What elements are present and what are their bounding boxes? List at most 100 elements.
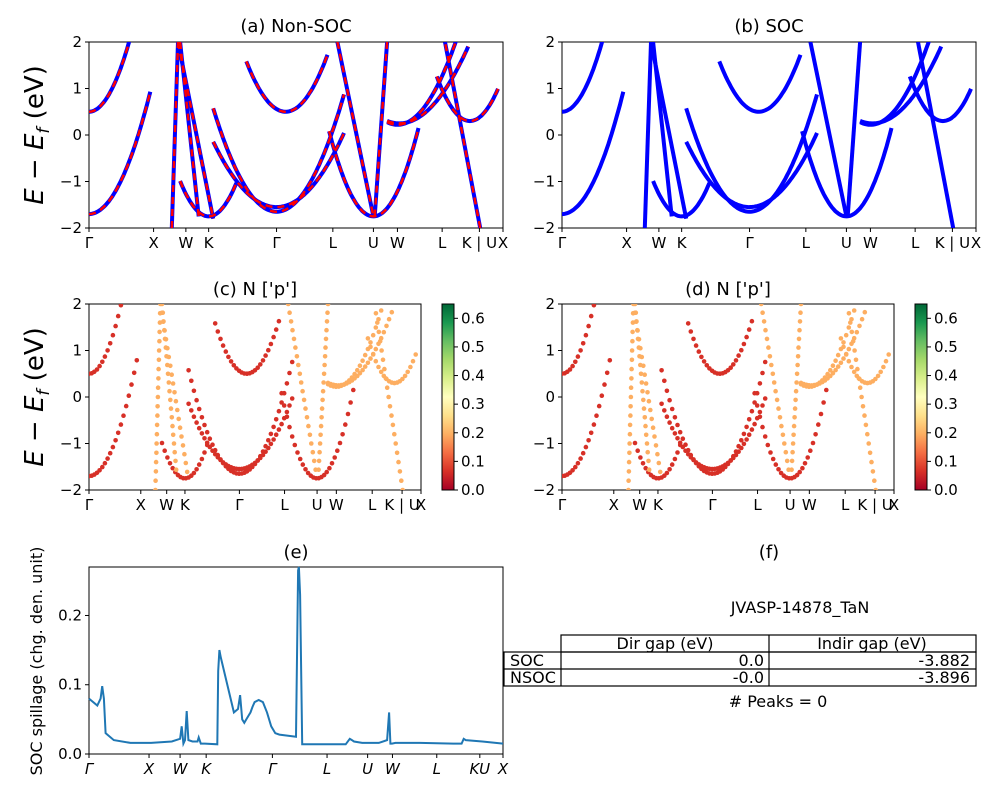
panel-c-point: [110, 444, 116, 450]
panel-c-point: [134, 358, 140, 363]
panel-d-point: [659, 401, 664, 407]
panel-d-point: [746, 417, 752, 422]
panel-d-point: [793, 388, 799, 394]
panel-c-xtick-label: K | U: [384, 496, 419, 514]
panel-c-point: [202, 436, 207, 441]
panel-e-ytick-label: 0.2: [58, 606, 82, 624]
panel-b-ytick-label: 0: [545, 126, 555, 144]
panel-c-point: [157, 338, 162, 344]
panel-c-point: [318, 432, 323, 438]
panel-e-ytick-label: 0.1: [58, 676, 82, 694]
panel-d-point: [685, 451, 691, 457]
panel-b-xtick-label: X: [971, 234, 981, 252]
panel-d-point: [586, 438, 591, 443]
panel-c-point: [172, 449, 177, 455]
panel-d-point: [626, 459, 632, 465]
panel-d-point: [752, 400, 757, 405]
panel-b-xtick-label: Γ: [558, 234, 567, 252]
panel-d-point: [736, 449, 741, 455]
panel-a-band: [178, 42, 200, 217]
panel-c-point: [121, 291, 126, 296]
panel-a-band: [244, 54, 330, 114]
panel-c-point: [131, 370, 137, 376]
panel-d-point: [873, 376, 878, 382]
panel-d-point: [733, 358, 739, 363]
panel-c-point: [97, 468, 102, 473]
panel-a-band: [373, 42, 389, 217]
panel-d-point: [849, 364, 854, 370]
colorbar-tick-label: 0.1: [461, 452, 485, 470]
panel-d-point: [789, 458, 795, 464]
panel-d-point: [796, 336, 802, 342]
panel-c-point: [321, 380, 326, 385]
panel-d-point: [862, 309, 868, 315]
panel-c-point: [155, 394, 161, 400]
panel-d-point: [685, 321, 691, 326]
panel-d-point: [873, 487, 878, 490]
panel-c-point: [113, 438, 118, 443]
panel-d-point: [591, 304, 597, 308]
panel-c-point: [189, 408, 194, 413]
panel-c-point: [184, 469, 190, 475]
panel-d-point: [857, 323, 862, 329]
panel-c-point: [173, 467, 179, 473]
panel-c-point: [309, 441, 314, 446]
panel-c-point: [392, 431, 397, 437]
panel-c-point: [368, 344, 373, 350]
panel-b-xtick-label: U: [841, 234, 852, 252]
panel-c-point: [362, 364, 368, 369]
panel-d-point: [607, 358, 613, 363]
panel-c-point: [123, 403, 129, 409]
panel-c-point: [154, 450, 159, 456]
panel-c-point: [316, 467, 321, 473]
table-row-soc-dir: 0.0: [739, 651, 764, 670]
panel-d-point: [791, 423, 797, 429]
panel-d-point: [649, 416, 654, 422]
panel-d-point: [575, 460, 581, 466]
panel-d-point: [583, 332, 589, 338]
panel-d-point: [833, 358, 838, 364]
panel-d-point: [762, 359, 768, 365]
panel-c-point: [373, 325, 379, 330]
panel-c-point: [204, 429, 210, 435]
panel-c-ytick-label: 1: [72, 342, 82, 360]
panel-c-xtick-label: K: [180, 496, 191, 514]
panel-c-xtick-label: U: [312, 496, 323, 514]
panel-c-point: [266, 347, 271, 353]
panel-c-point: [160, 310, 166, 316]
panel-c-point: [287, 310, 292, 316]
panel-c-point: [387, 279, 392, 284]
panel-c-point: [196, 425, 202, 431]
panel-b-xtick-label: W: [863, 234, 878, 252]
panel-c-point: [168, 406, 174, 411]
panel-d-point: [860, 279, 865, 284]
panel-d-xtick-label: K: [653, 496, 664, 514]
panel-d-point: [677, 442, 683, 448]
panel-d-point: [790, 449, 795, 455]
panel-d-point: [865, 431, 870, 437]
panel-c-point: [156, 366, 161, 372]
panel-c-point: [153, 478, 158, 484]
panel-c-point: [271, 334, 276, 340]
panel-c-point: [266, 438, 271, 443]
panel-c-point: [405, 369, 411, 375]
panel-c-point: [164, 354, 169, 359]
panel-d-point: [739, 347, 744, 353]
panel-d-point: [699, 354, 704, 360]
panel-d-xtick-label: Γ: [558, 496, 567, 514]
panel-c-point: [268, 341, 274, 347]
panel-c-point: [281, 403, 287, 408]
panel-c-point: [413, 352, 419, 357]
panel-c-point: [307, 432, 313, 438]
panel-a-xtick-label: L: [438, 234, 447, 252]
panel-d-xtick-label: X: [889, 496, 899, 514]
panel-c-point: [226, 354, 231, 360]
panel-d-point: [886, 352, 891, 357]
panel-c-point: [322, 354, 328, 359]
panel-b-band: [800, 127, 894, 219]
colorbar-tick-label: 0.4: [461, 367, 485, 385]
panel-a-band: [327, 127, 420, 218]
panel-c-point: [97, 363, 102, 369]
panel-c-point: [287, 370, 292, 376]
panel-d-point: [757, 381, 763, 386]
